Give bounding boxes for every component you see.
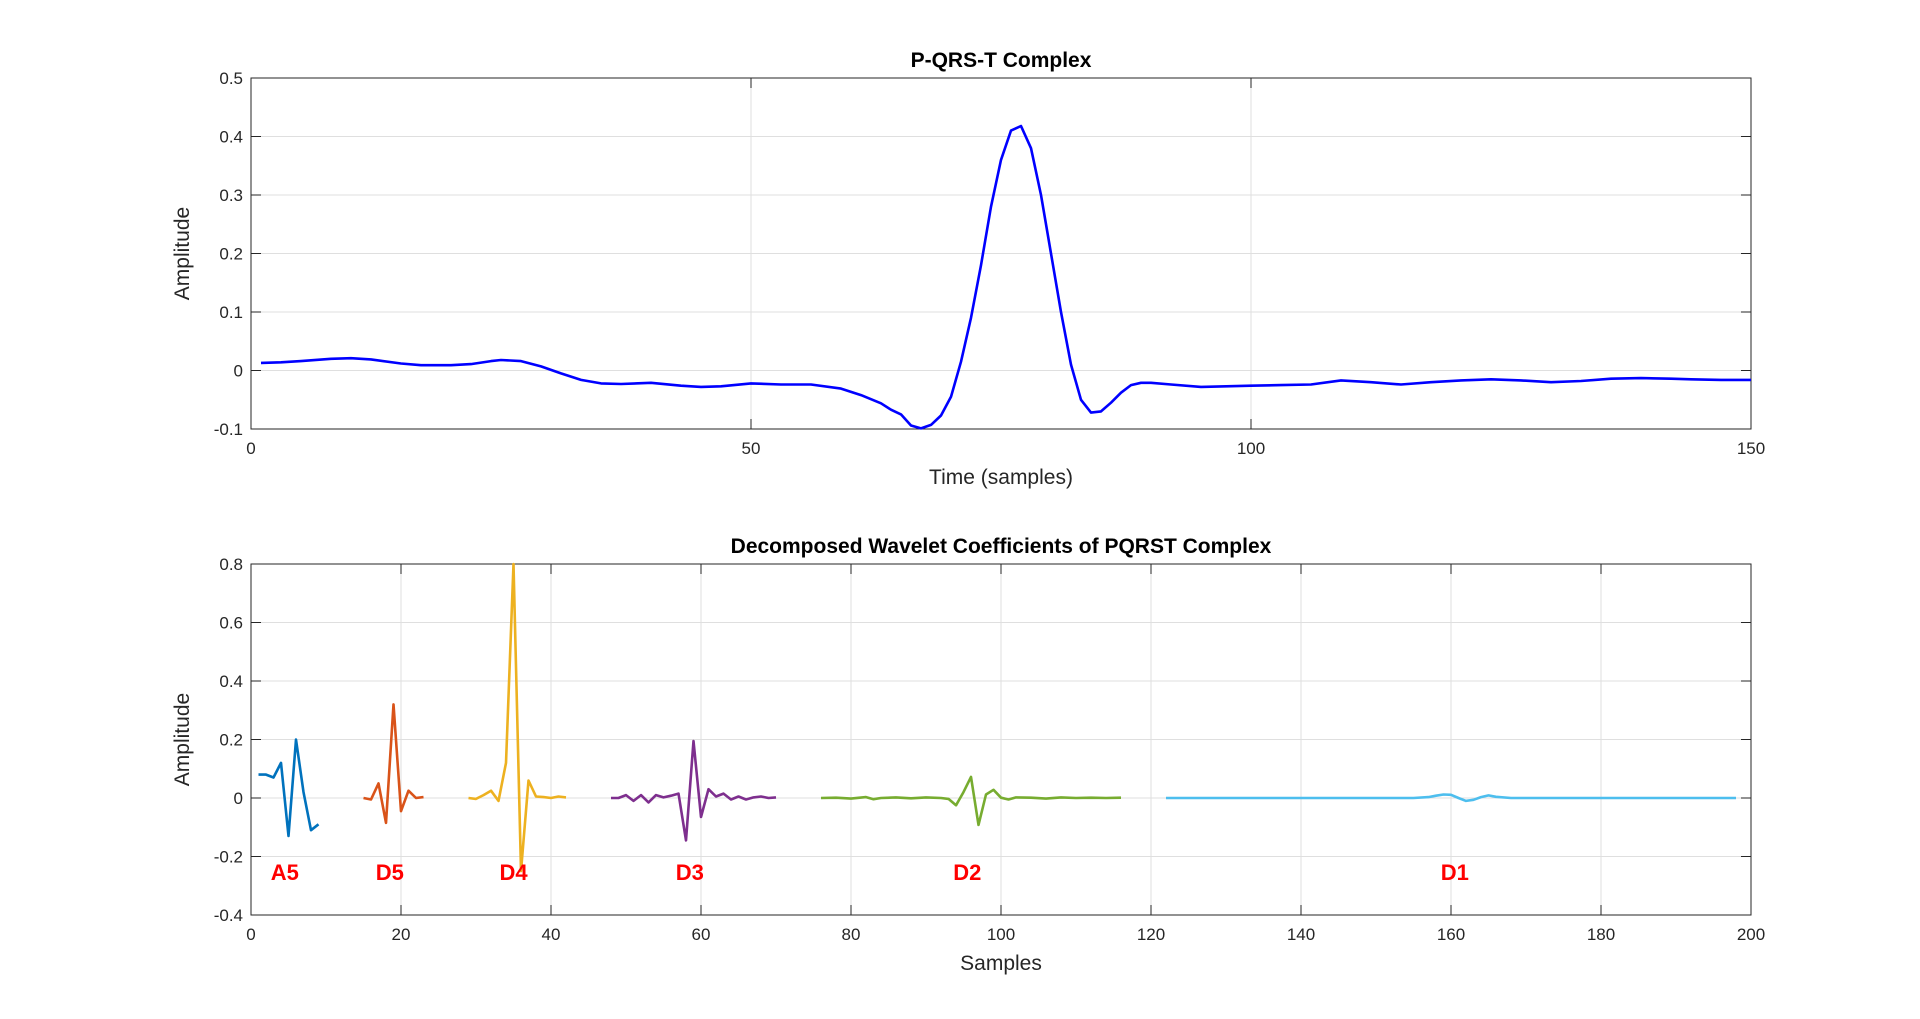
wavelet-series-line-d5 xyxy=(363,703,424,825)
wavelet-x-tick-label: 80 xyxy=(842,925,861,944)
ecg-y-tick-label: 0 xyxy=(234,362,243,381)
ecg-series-line-0 xyxy=(260,124,1751,430)
wavelet-y-tick-label: -0.4 xyxy=(214,906,243,925)
ecg-y-tick-label: 0.4 xyxy=(219,128,243,147)
wavelet-x-tick-label: 160 xyxy=(1437,925,1465,944)
ecg-series xyxy=(260,124,1751,430)
ecg-y-tick-label: 0.5 xyxy=(219,69,243,88)
wavelet-x-tick-label: 180 xyxy=(1587,925,1615,944)
wavelet-band-label-d3: D3 xyxy=(676,860,704,885)
ecg-x-tick-label: 50 xyxy=(742,439,761,458)
wavelet-x-tick-label: 140 xyxy=(1287,925,1315,944)
wavelet-chart: 0 20 40 60 80 100 120 140 160 180 200 -0.4 -0.2 0 0.2 0… xyxy=(171,535,1765,975)
ecg-x-tick-label: 0 xyxy=(246,439,255,458)
wavelet-series-line-d3 xyxy=(611,739,777,842)
wavelet-y-tick-label: 0.4 xyxy=(219,672,243,691)
wavelet-y-axis-label: Amplitude xyxy=(171,693,194,786)
ecg-x-tick-label: 150 xyxy=(1737,439,1765,458)
wavelet-x-tick-label: 40 xyxy=(542,925,561,944)
wavelet-y-tick-label: 0 xyxy=(234,789,243,808)
ecg-chart-title: P-QRS-T Complex xyxy=(911,49,1092,72)
ecg-x-axis-label: Time (samples) xyxy=(929,466,1073,489)
ecg-y-tick-label: 0.3 xyxy=(219,186,243,205)
wavelet-chart-title: Decomposed Wavelet Coefficients of PQRST… xyxy=(731,535,1272,558)
wavelet-x-tick-label: 0 xyxy=(246,925,255,944)
wavelet-y-tick-label: -0.2 xyxy=(214,848,243,867)
wavelet-band-label-a5: A5 xyxy=(271,860,299,885)
wavelet-band-labels: A5 D5 D4 D3 D2 D1 xyxy=(271,860,1469,885)
wavelet-series-line-a5 xyxy=(258,738,320,838)
ecg-y-tick-label: 0.1 xyxy=(219,303,243,322)
wavelet-y-tick-label: 0.2 xyxy=(219,731,243,750)
wavelet-x-tick-label: 60 xyxy=(692,925,711,944)
wavelet-x-axis-label: Samples xyxy=(960,952,1042,975)
wavelet-band-label-d4: D4 xyxy=(499,860,528,885)
wavelet-x-tick-label: 120 xyxy=(1137,925,1165,944)
wavelet-series xyxy=(258,562,1736,873)
wavelet-x-tick-label: 200 xyxy=(1737,925,1765,944)
ecg-x-tick-label: 100 xyxy=(1237,439,1265,458)
wavelet-band-label-d5: D5 xyxy=(376,860,404,885)
wavelet-series-line-d4 xyxy=(468,562,567,873)
wavelet-band-label-d1: D1 xyxy=(1441,860,1469,885)
wavelet-x-tick-label: 20 xyxy=(392,925,411,944)
wavelet-y-tick-label: 0.6 xyxy=(219,614,243,633)
wavelet-ticks: 0 20 40 60 80 100 120 140 160 180 200 -0.4 -0.2 0 0.2 0… xyxy=(214,555,1765,944)
wavelet-series-line-d1 xyxy=(1166,793,1736,803)
wavelet-series-line-d2 xyxy=(820,775,1122,827)
ecg-y-tick-label: -0.1 xyxy=(214,420,243,439)
ecg-y-tick-label: 0.2 xyxy=(219,245,243,264)
ecg-y-axis-label: Amplitude xyxy=(171,207,194,300)
wavelet-y-tick-label: 0.8 xyxy=(219,555,243,574)
ecg-chart: 0 50 100 150-0.100.10.20.30.40.5 P-QRS-T Co… xyxy=(171,49,1765,489)
wavelet-band-label-d2: D2 xyxy=(953,860,981,885)
wavelet-x-tick-label: 100 xyxy=(987,925,1015,944)
ecg-ticks: 0 50 100 150-0.100.10.20.30.40.5 xyxy=(214,69,1765,458)
